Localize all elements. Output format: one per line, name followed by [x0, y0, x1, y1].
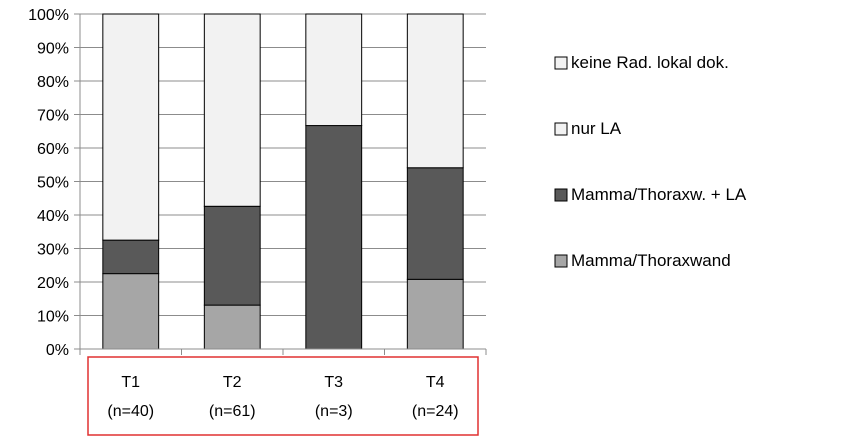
- y-tick-label: 40%: [37, 208, 69, 225]
- x-category-sublabel: (n=40): [107, 403, 154, 420]
- bar-segment: [203, 205, 261, 306]
- legend-swatch: [554, 188, 568, 202]
- bar-segment: [406, 278, 464, 350]
- y-tick-label: 90%: [37, 41, 69, 58]
- bar-segment: [406, 167, 464, 280]
- legend-label: Mamma/Thoraxw. + LA: [571, 185, 747, 204]
- bar-segment: [102, 273, 160, 350]
- x-category-sublabel: (n=61): [209, 403, 256, 420]
- x-category-sublabel: (n=3): [315, 403, 353, 420]
- legend-label: nur LA: [571, 119, 622, 138]
- axes: [74, 13, 487, 355]
- bar-segment: [305, 125, 363, 350]
- bars: [102, 13, 464, 350]
- x-category-label: T2: [223, 374, 242, 391]
- category-highlight-box: [87, 356, 479, 436]
- legend: keine Rad. lokal dok. nur LA Mamma/Thoraxw…: [554, 53, 747, 270]
- legend-label: Mamma/Thoraxwand: [571, 251, 731, 270]
- y-tick-label: 70%: [37, 108, 69, 125]
- y-tick-label: 80%: [37, 74, 69, 91]
- y-tick-label: 50%: [37, 175, 69, 192]
- legend-swatch: [554, 56, 568, 70]
- y-tick-label: 60%: [37, 141, 69, 158]
- bar-segment: [203, 13, 261, 207]
- bar-segment: [102, 13, 160, 241]
- y-tick-label: 0%: [46, 342, 69, 359]
- bar-segment: [203, 304, 261, 350]
- legend-swatch: [554, 254, 568, 268]
- x-category-label: T1: [121, 374, 140, 391]
- legend-swatch: [554, 122, 568, 136]
- legend-label: keine Rad. lokal dok.: [571, 53, 729, 72]
- y-tick-label: 100%: [28, 7, 69, 24]
- bar-segment: [406, 13, 464, 169]
- y-tick-label: 10%: [37, 309, 69, 326]
- bar-segment: [305, 13, 363, 127]
- x-category-label: T4: [426, 374, 445, 391]
- x-category-labels: T1 (n=40) T2 (n=61) T3 (n=3) T4 (n=24): [107, 374, 458, 420]
- x-category-label: T3: [324, 374, 343, 391]
- y-tick-label: 20%: [37, 275, 69, 292]
- x-category-sublabel: (n=24): [412, 403, 459, 420]
- y-tick-labels: 0% 10% 20% 30% 40% 50% 60% 70% 80% 90% 100%: [28, 7, 69, 359]
- y-tick-label: 30%: [37, 242, 69, 259]
- bar-segment: [102, 239, 160, 275]
